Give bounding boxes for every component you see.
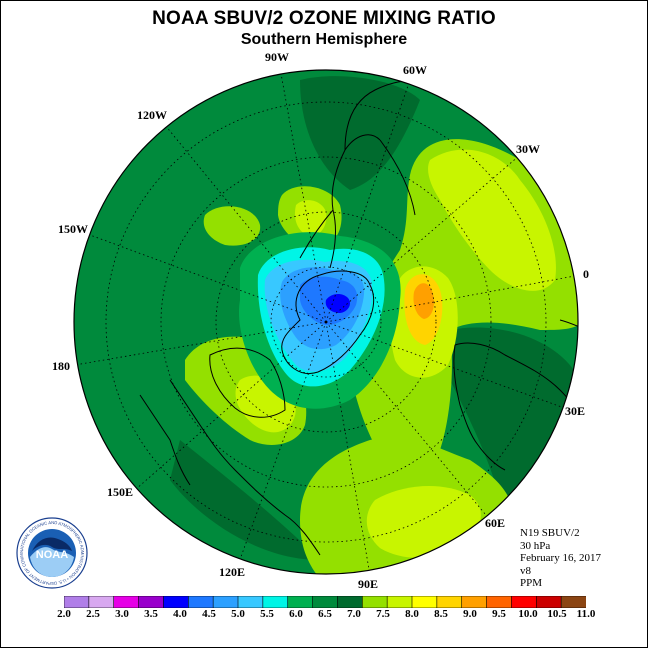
colorbar-tick-label: 3.0 xyxy=(115,608,129,620)
longitude-label-90e: 90E xyxy=(358,577,379,591)
map-boundary xyxy=(73,69,579,575)
colorbar-tick-label: 9.0 xyxy=(463,608,477,620)
longitude-label-30w: 30W xyxy=(516,142,540,156)
colorbar-swatch xyxy=(237,596,264,608)
colorbar-swatch xyxy=(436,596,463,608)
latitude-circles xyxy=(105,101,547,543)
colorbar-swatch xyxy=(386,596,413,608)
colorbar-tick-label: 2.0 xyxy=(57,608,71,620)
units-label: PPM xyxy=(520,577,543,589)
colorbar-swatch xyxy=(163,596,189,608)
colorbar-swatch xyxy=(361,596,388,608)
colorbar xyxy=(64,596,586,608)
colorbar-swatch xyxy=(312,596,339,608)
colorbar-tick-label: 5.5 xyxy=(260,608,274,620)
longitude-label-30e: 30E xyxy=(565,404,586,418)
colorbar-tick-label: 4.5 xyxy=(202,608,216,620)
colorbar-tick-label: 10.0 xyxy=(518,608,538,620)
ozone-field xyxy=(74,70,578,574)
colorbar-tick-label: 9.5 xyxy=(492,608,506,620)
longitude-label-90w: 90W xyxy=(265,50,289,64)
longitude-label-60w: 60W xyxy=(403,63,427,77)
colorbar-tick-label: 7.5 xyxy=(376,608,390,620)
colorbar-swatch xyxy=(511,596,537,608)
noaa-logo: NOAA NATIONAL OCEANIC AND ATMOSPHERIC AD… xyxy=(16,517,88,589)
longitude-label-150e: 150E xyxy=(107,485,134,499)
map-title: NOAA SBUV/2 OZONE MIXING RATIO xyxy=(152,8,496,29)
colorbar-swatch xyxy=(560,596,586,608)
date-label: February 16, 2017 xyxy=(520,552,601,564)
colorbar-tick-label: 2.5 xyxy=(86,608,100,620)
colorbar-swatch xyxy=(212,596,239,608)
colorbar-swatch xyxy=(138,596,165,608)
colorbar-swatch xyxy=(262,596,289,608)
product-info: N19 SBUV/2 30 hPa February 16, 2017 v8 P… xyxy=(520,527,601,590)
longitude-label-120w: 120W xyxy=(137,108,167,122)
meridians xyxy=(74,70,578,574)
colorbar-swatch xyxy=(287,596,314,608)
colorbar-tick-label: 5.0 xyxy=(231,608,245,620)
colorbar-tick-label: 8.5 xyxy=(434,608,448,620)
colorbar-swatch xyxy=(337,596,363,608)
colorbar-swatch xyxy=(187,596,214,608)
version-label: v8 xyxy=(520,564,531,577)
longitude-label-150w: 150W xyxy=(58,222,88,236)
map-subtitle: Southern Hemisphere xyxy=(240,31,408,48)
colorbar-swatch xyxy=(461,596,488,608)
pressure-label: 30 hPa xyxy=(520,539,551,552)
colorbar-tick-label: 7.0 xyxy=(347,608,361,620)
satellite-label: N19 SBUV/2 xyxy=(520,527,580,539)
colorbar-swatch xyxy=(64,596,90,608)
colorbar-swatch xyxy=(535,596,562,608)
colorbar-tick-label: 10.5 xyxy=(547,608,567,620)
longitude-label-0: 0 xyxy=(583,267,589,281)
colorbar-tick-label: 6.5 xyxy=(318,608,332,620)
longitude-label-120e: 120E xyxy=(219,565,246,579)
colorbar-tick-label: 4.0 xyxy=(173,608,187,620)
colorbar-swatch xyxy=(88,596,115,608)
colorbar-swatch xyxy=(113,596,140,608)
colorbar-tick-label: 11.0 xyxy=(576,608,596,620)
colorbar-swatch xyxy=(486,596,513,608)
colorbar-tick-label: 8.0 xyxy=(405,608,419,620)
colorbar-tick-label: 3.5 xyxy=(144,608,158,620)
longitude-label-180: 180 xyxy=(52,359,70,373)
colorbar-swatch xyxy=(411,596,438,608)
colorbar-tick-label: 6.0 xyxy=(289,608,303,620)
coastlines xyxy=(139,80,578,556)
longitude-label-60e: 60E xyxy=(485,516,506,530)
logo-wordmark: NOAA xyxy=(36,549,68,561)
